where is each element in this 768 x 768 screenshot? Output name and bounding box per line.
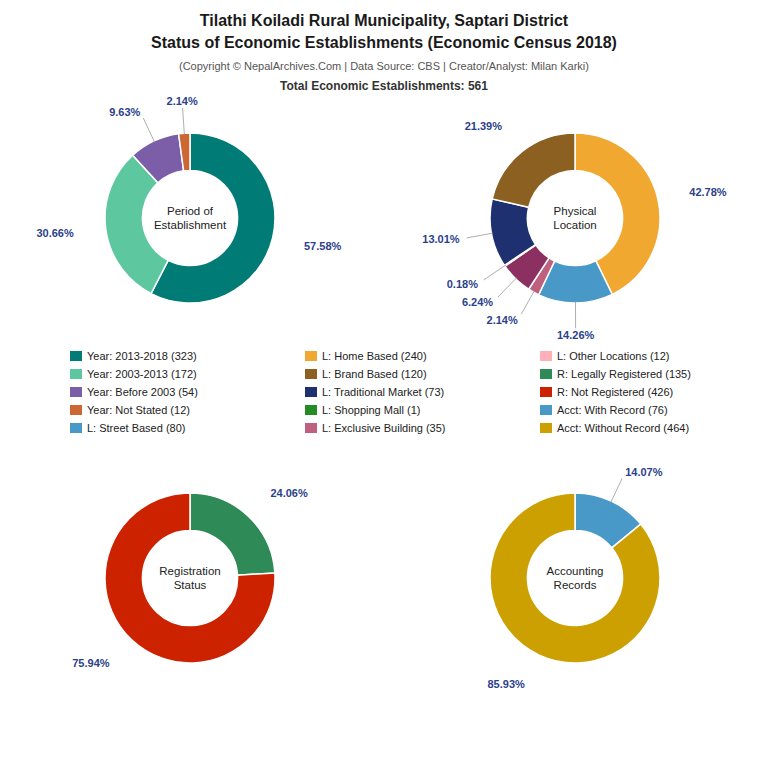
donut-slice	[105, 493, 275, 663]
donut-slice	[490, 493, 660, 663]
data-label: 42.78%	[689, 186, 727, 198]
donut-slice	[190, 493, 275, 575]
title-line: Status of Economic Establishments (Econo…	[151, 34, 617, 51]
data-label: 9.63%	[109, 106, 140, 118]
data-label: 57.58%	[304, 240, 342, 252]
donut-slice	[490, 199, 535, 265]
legend-swatch	[540, 423, 552, 433]
legend-label: L: Traditional Market (73)	[322, 386, 444, 398]
data-label: 21.39%	[465, 120, 503, 132]
center-label: Physical Location	[553, 205, 596, 231]
legend-swatch	[305, 351, 317, 361]
legend-swatch	[70, 405, 82, 415]
data-labels: 42.78% 14.26% 2.14% 6.24% 0.18% 13.01% 21.39%	[422, 120, 726, 341]
legend-label: R: Not Registered (426)	[557, 386, 673, 398]
data-labels: 24.06% 75.94%	[72, 487, 308, 670]
donut-chart	[105, 133, 275, 303]
data-label: 30.66%	[36, 227, 74, 239]
background	[0, 0, 768, 768]
center-label: Accounting Records	[547, 565, 604, 591]
leader-line	[183, 108, 185, 135]
donut-slice	[179, 133, 190, 171]
leader-line	[498, 278, 517, 297]
legend-label: L: Home Based (240)	[322, 350, 427, 362]
legend-swatch	[70, 423, 82, 433]
data-labels: 57.58% 30.66% 9.63% 2.14%	[36, 95, 341, 252]
text-line: Accounting	[547, 565, 604, 577]
text-line: Physical	[554, 205, 597, 217]
legend-swatch	[70, 387, 82, 397]
legend-swatch	[70, 351, 82, 361]
legend-label: R: Legally Registered (135)	[557, 368, 691, 380]
text-line: Registration	[159, 565, 220, 577]
title: Tilathi Koiladi Rural Municipality, Sapt…	[151, 12, 617, 51]
legend-swatch	[305, 387, 317, 397]
leader-line	[143, 118, 154, 142]
legend-swatch	[305, 405, 317, 415]
legend-label: Year: 2003-2013 (172)	[87, 368, 197, 380]
leader-line	[575, 301, 576, 328]
legend-label: L: Exclusive Building (35)	[322, 422, 446, 434]
legend-swatch	[70, 369, 82, 379]
subtitle: (Copyright © NepalArchives.Com | Data So…	[179, 60, 589, 72]
donut-chart	[105, 493, 275, 663]
leader-line	[611, 478, 623, 502]
data-labels: 14.07% 85.93%	[488, 466, 663, 690]
data-label: 2.14%	[167, 95, 198, 107]
legend-label: Acct: Without Record (464)	[557, 422, 689, 434]
donut-chart	[490, 493, 660, 663]
data-label: 2.14%	[487, 314, 518, 326]
legend-label: Year: Before 2003 (54)	[87, 386, 198, 398]
legend-label: L: Other Locations (12)	[557, 350, 670, 362]
legend-swatch	[305, 423, 317, 433]
donut-slice	[492, 133, 575, 207]
annotation: Total Economic Establishments: 561	[280, 79, 488, 93]
center-label: Registration Status	[159, 565, 220, 591]
legend-label: Year: 2013-2018 (323)	[87, 350, 197, 362]
text-line: Records	[554, 579, 597, 591]
legend-swatch	[305, 369, 317, 379]
leader-line	[484, 265, 506, 280]
text-line: Establishment	[154, 219, 227, 231]
title-line: Tilathi Koiladi Rural Municipality, Sapt…	[200, 12, 569, 29]
text-line: Period of	[167, 205, 214, 217]
leader-line	[521, 291, 534, 315]
data-label: 0.18%	[447, 278, 478, 290]
center-label: Period of Establishment	[154, 205, 227, 231]
chart-root: Tilathi Koiladi Rural Municipality, Sapt…	[0, 0, 768, 768]
leader-line	[467, 233, 494, 238]
text-line: Location	[553, 219, 596, 231]
legend-label: Year: Not Stated (12)	[87, 404, 190, 416]
data-label: 14.26%	[557, 329, 595, 341]
data-label: 6.24%	[462, 296, 493, 308]
data-label: 13.01%	[422, 233, 460, 245]
legend-label: L: Brand Based (120)	[322, 368, 427, 380]
legend-swatch	[540, 405, 552, 415]
text-line: Status	[174, 579, 207, 591]
legend-label: L: Street Based (80)	[87, 422, 185, 434]
legend-label: Acct: With Record (76)	[557, 404, 668, 416]
data-label: 85.93%	[488, 678, 526, 690]
data-label: 14.07%	[625, 466, 663, 478]
legend-swatch	[540, 351, 552, 361]
legend-swatch	[540, 369, 552, 379]
data-label: 24.06%	[270, 487, 308, 499]
donut-slice	[133, 134, 184, 183]
donut-chart	[490, 133, 660, 303]
legend: Year: 2013-2018 (323) Year: 2003-2013 (17…	[70, 350, 691, 434]
legend-label: L: Shopping Mall (1)	[322, 404, 420, 416]
data-label: 75.94%	[72, 657, 110, 669]
legend-swatch	[540, 387, 552, 397]
